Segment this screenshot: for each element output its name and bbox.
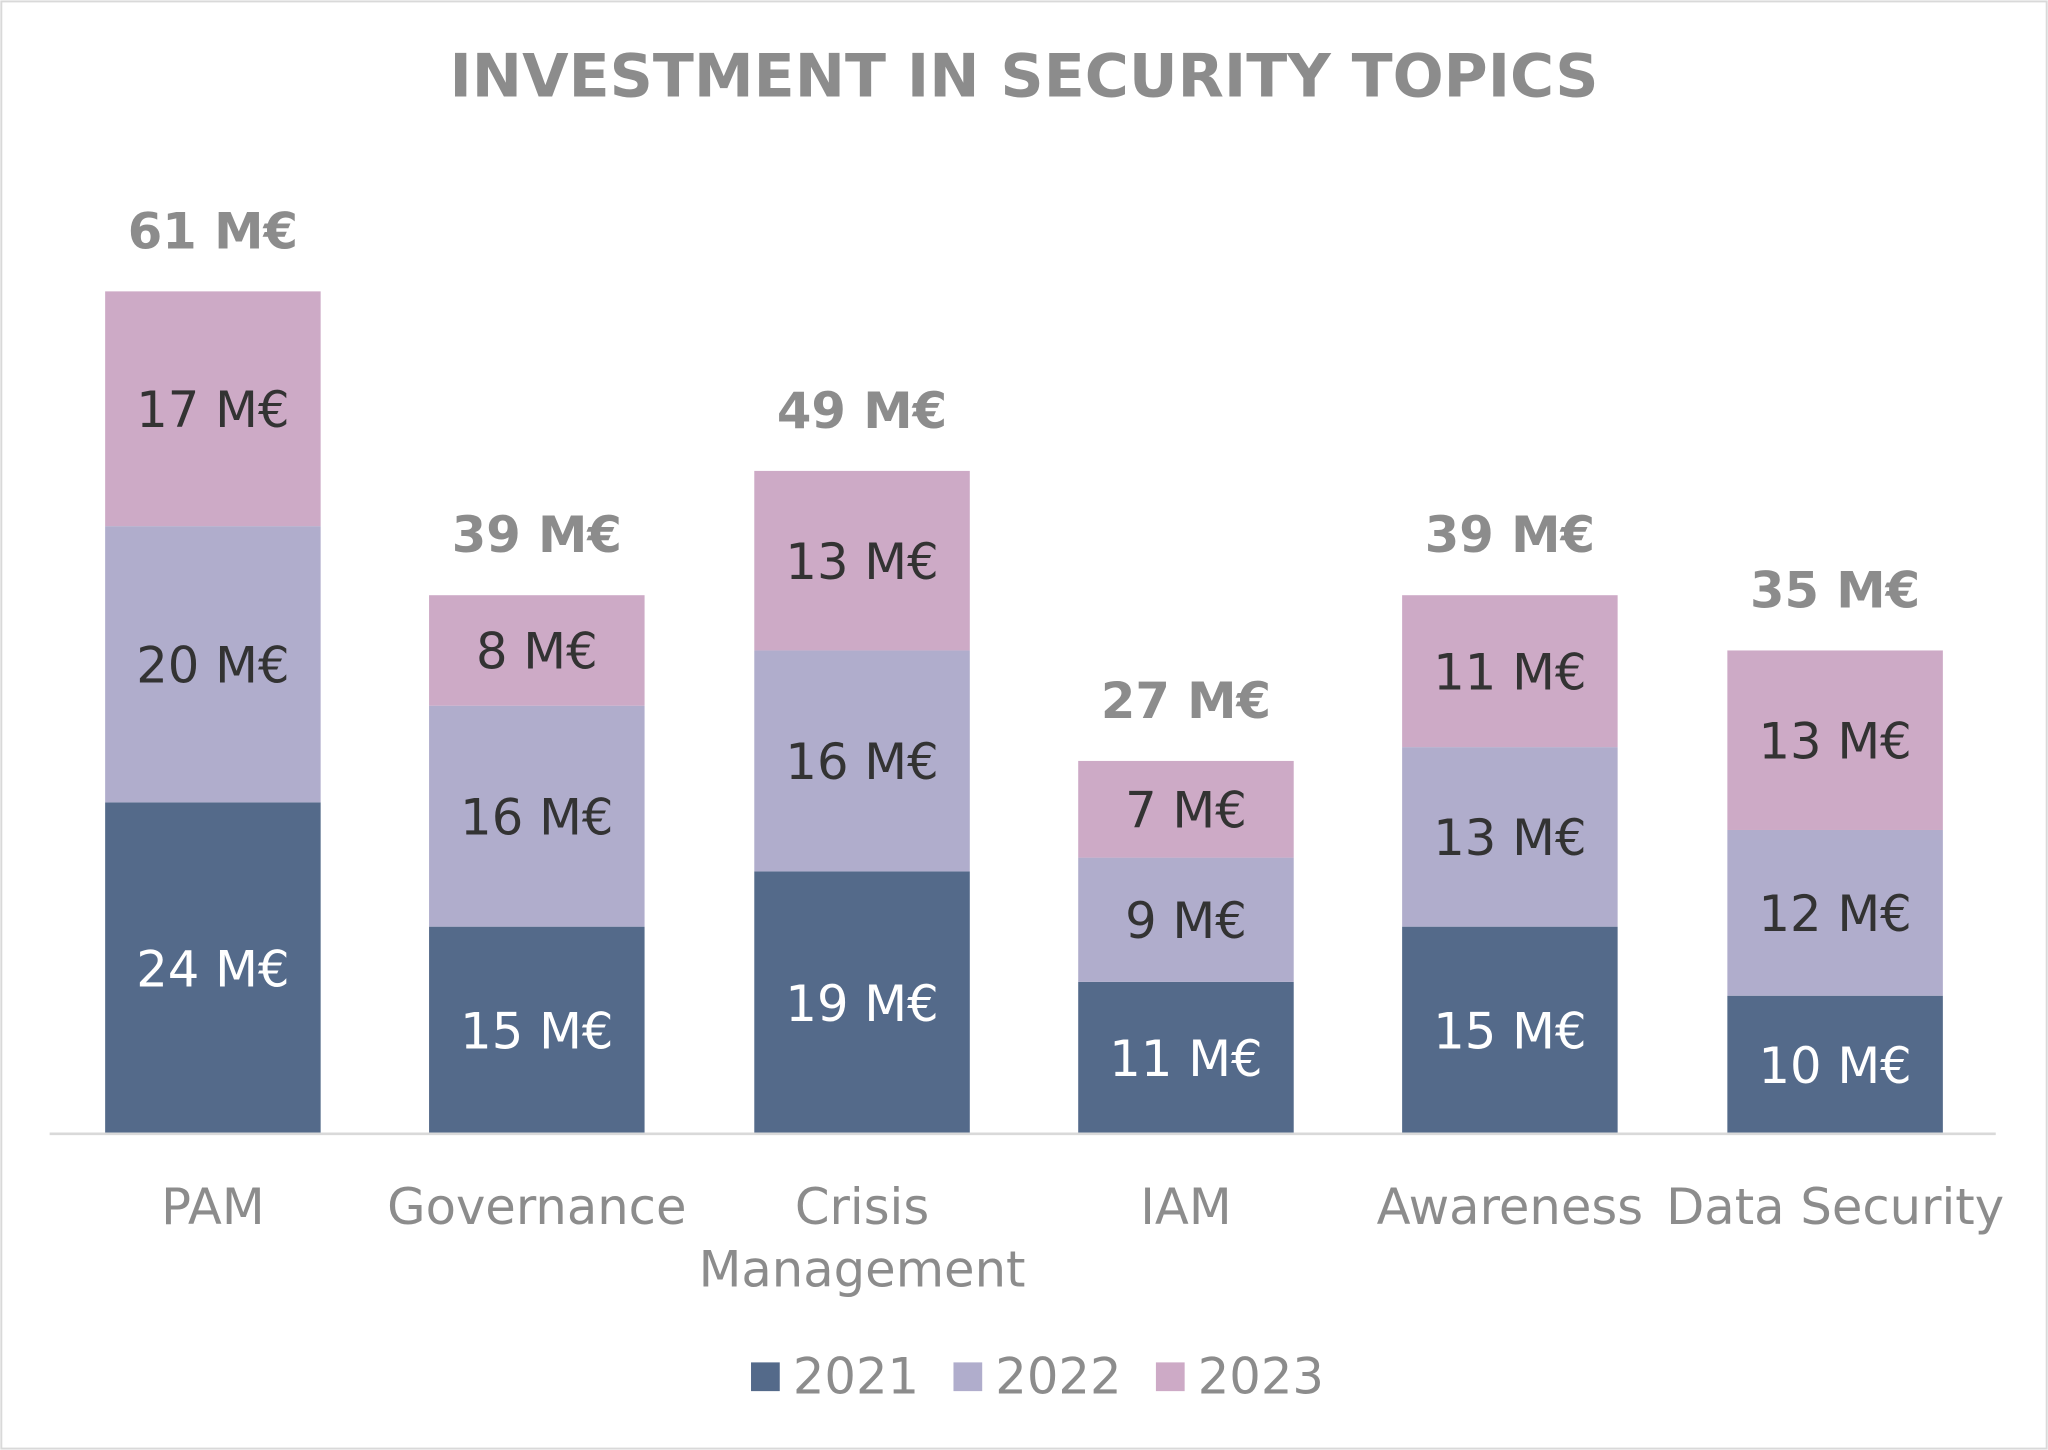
- bar-segment-2022: [429, 705, 645, 927]
- legend: 2021 2022 2023: [751, 1348, 1324, 1406]
- data-label-2023: 13 M€: [785, 533, 938, 591]
- data-label-2022: 16 M€: [460, 788, 613, 846]
- data-label-2021: 15 M€: [1433, 1003, 1586, 1061]
- bar-segment-2022: [1402, 747, 1618, 927]
- x-tick-label: Governance: [387, 1178, 686, 1236]
- total-label: 61 M€: [128, 202, 298, 260]
- data-label-2021: 15 M€: [460, 1003, 613, 1061]
- data-label-2021: 19 M€: [785, 975, 938, 1033]
- total-label: 49 M€: [777, 382, 947, 440]
- data-label-2023: 11 M€: [1433, 643, 1586, 701]
- data-label-2023: 8 M€: [476, 623, 598, 681]
- data-label-2023: 7 M€: [1125, 782, 1247, 840]
- bars-group: 24 M€ 20 M€ 17 M€ 61 M€ 15 M€ 16 M€ 8 M€ 39 M€ 1…: [105, 202, 1943, 1134]
- data-label-2022: 9 M€: [1125, 892, 1247, 950]
- total-label: 39 M€: [1425, 506, 1595, 564]
- bar-segment-2021: [105, 802, 321, 1134]
- data-label-2021: 24 M€: [136, 940, 289, 998]
- x-tick-label: IAM: [1140, 1178, 1231, 1236]
- bar-segment-2022: [1727, 829, 1943, 996]
- bar-segment-2023: [105, 291, 321, 527]
- bar-segment-2021: [1402, 926, 1618, 1134]
- bar-segment-2021: [1078, 981, 1294, 1134]
- x-tick-label: Management: [699, 1241, 1026, 1299]
- total-label: 27 M€: [1101, 672, 1271, 730]
- legend-swatch-2022: [953, 1362, 983, 1392]
- data-label-2023: 13 M€: [1758, 712, 1911, 770]
- x-tick-label: Awareness: [1377, 1178, 1643, 1236]
- data-label-2022: 20 M€: [136, 637, 289, 695]
- legend-label-2022: 2022: [995, 1348, 1121, 1406]
- bar-segment-2023: [1402, 595, 1618, 748]
- data-label-2021: 10 M€: [1758, 1037, 1911, 1095]
- total-label: 35 M€: [1750, 561, 1920, 619]
- legend-label-2021: 2021: [793, 1348, 919, 1406]
- bar-segment-2021: [754, 871, 970, 1134]
- data-label-2021: 11 M€: [1109, 1030, 1262, 1088]
- bar-segment-2022: [1078, 857, 1294, 982]
- data-label-2023: 17 M€: [136, 381, 289, 439]
- bar-segment-2022: [105, 526, 321, 803]
- data-label-2022: 12 M€: [1758, 885, 1911, 943]
- bar-segment-2021: [429, 926, 645, 1134]
- legend-label-2023: 2023: [1198, 1348, 1324, 1406]
- bar-segment-2023: [754, 470, 970, 651]
- x-tick-label: Crisis: [795, 1178, 929, 1236]
- bar-segment-2022: [754, 650, 970, 872]
- data-label-2022: 13 M€: [1433, 809, 1586, 867]
- bar-segment-2023: [1078, 760, 1294, 858]
- chart-title: INVESTMENT IN SECURITY TOPICS: [449, 42, 1598, 112]
- legend-swatch-2021: [751, 1362, 780, 1392]
- legend-swatch-2023: [1155, 1362, 1185, 1392]
- x-tick-label: PAM: [161, 1178, 265, 1236]
- bar-segment-2021: [1727, 995, 1943, 1134]
- bar-segment-2023: [1727, 650, 1943, 830]
- x-tick-label: Data Security: [1666, 1178, 2004, 1236]
- data-label-2022: 16 M€: [785, 733, 938, 791]
- total-label: 39 M€: [452, 506, 622, 564]
- bar-segment-2023: [429, 595, 645, 706]
